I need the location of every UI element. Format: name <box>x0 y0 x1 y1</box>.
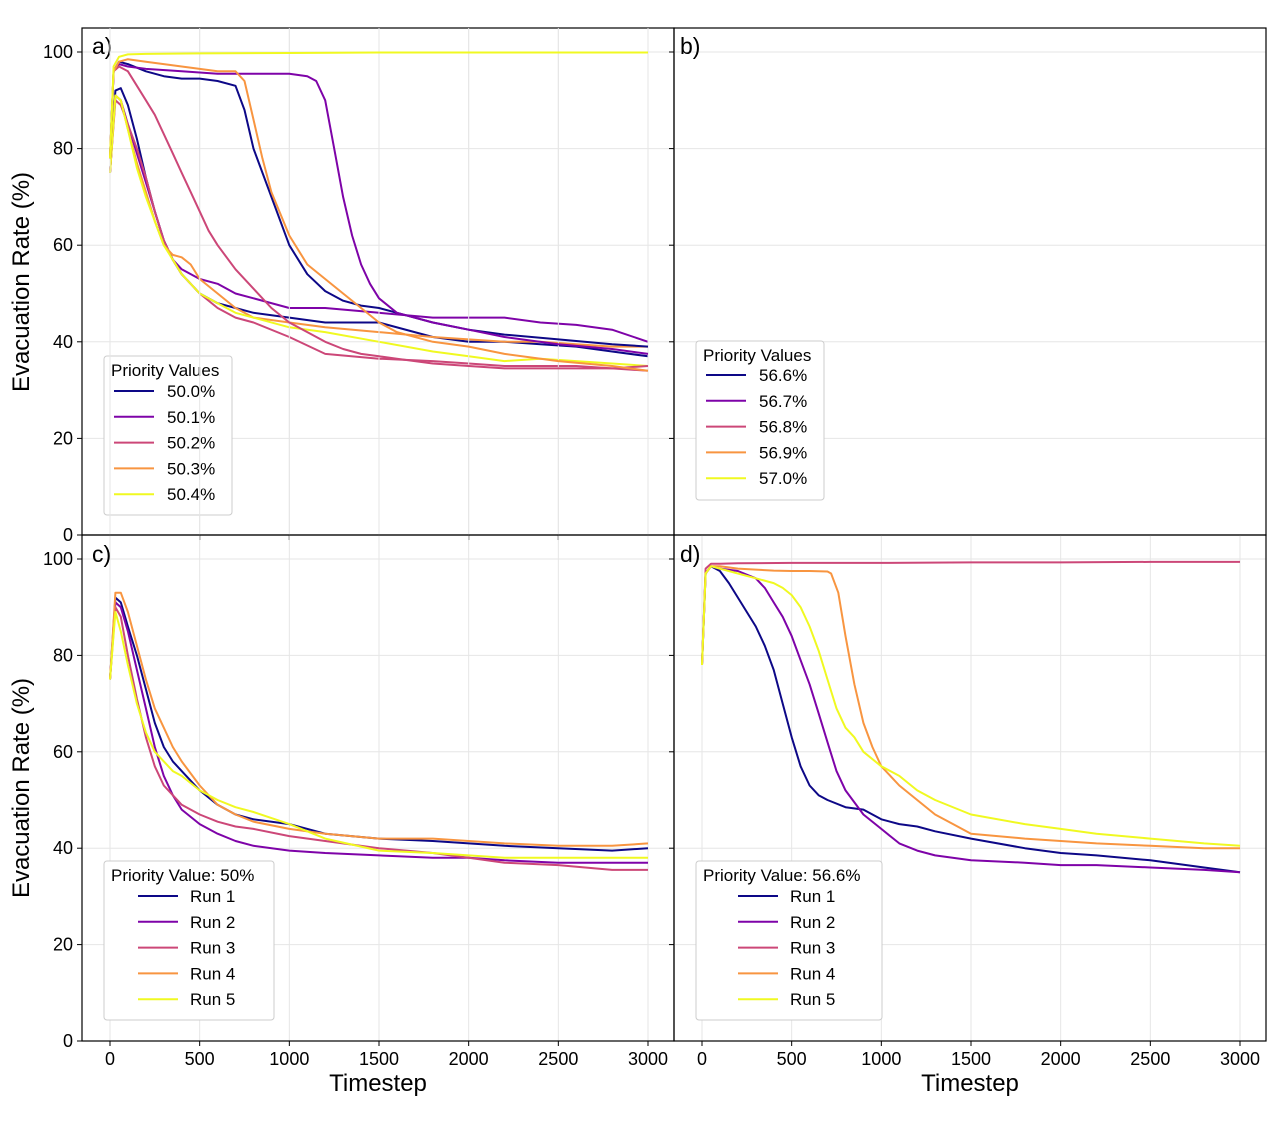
panel-a-ytick-20: 20 <box>53 428 73 448</box>
panel-a-ytick-80: 80 <box>53 139 73 159</box>
panel-b-series-57-0- <box>109 51 648 159</box>
panel-d-legend: Priority Value: 56.6% Run 1 Run 2 Run 3 Run… <box>695 860 883 1021</box>
panel-a-label: a) <box>92 33 112 59</box>
panel-c-ytick-20: 20 <box>53 935 73 955</box>
panel-d-xlabel: Timestep <box>921 1070 1019 1097</box>
panel-a-ytick-40: 40 <box>53 332 73 352</box>
panel-c-xtick-2000: 2000 <box>449 1049 489 1069</box>
panel-a-ticks: 0 20 40 60 80 100 <box>43 27 675 545</box>
panel-d-label: d) <box>680 541 700 567</box>
panel-c-xtick-500: 500 <box>185 1049 215 1069</box>
panel-b-legend-label-4: 56.9% <box>759 443 807 462</box>
panel-a-series <box>109 87 649 372</box>
panel-b-series-56-8- <box>109 65 649 370</box>
panel-c-xtick-1000: 1000 <box>269 1049 309 1069</box>
panel-d-series-run-4 <box>701 565 1240 850</box>
panel-d-legend-title: Priority Value: 56.6% <box>703 866 860 885</box>
panel-c-legend: Priority Value: 50% Run 1 Run 2 Run 3 Run 4… <box>103 860 275 1021</box>
panel-d-legend-label-3: Run 3 <box>790 939 835 958</box>
panel-d-frame <box>673 534 1267 1042</box>
panel-d-legend-label-1: Run 1 <box>790 887 835 906</box>
panel-d-xtick-2000: 2000 <box>1041 1049 1081 1069</box>
panel-a: 0 20 40 60 80 100 a) Evacuation Rate (%) Prio… <box>8 27 675 545</box>
panel-a-ytick-100: 100 <box>43 42 73 62</box>
panel-c-series-run-4 <box>109 591 649 847</box>
panel-a-ytick-0: 0 <box>63 525 73 545</box>
panel-b-ticks <box>109 27 1267 540</box>
panel-b-legend: Priority Values 56.6% 56.7% 56.8% 56.9% 57.0… <box>695 340 825 501</box>
panel-d-legend-box <box>695 860 883 1021</box>
panel-c-ytick-40: 40 <box>53 838 73 858</box>
panel-b-legend-label-3: 56.8% <box>759 418 807 437</box>
panel-c-xlabel: Timestep <box>329 1070 427 1097</box>
panel-c-xtick-0: 0 <box>105 1049 115 1069</box>
panel-d-legend-label-5: Run 5 <box>790 990 835 1009</box>
panel-c-legend-label-2: Run 2 <box>190 913 235 932</box>
panel-b-series-56-7- <box>109 63 649 355</box>
panel-a-legend: Priority Values 50.0% 50.1% 50.2% 50.3% 50.4… <box>103 355 233 516</box>
panel-d-xtick-3000: 3000 <box>1220 1049 1260 1069</box>
panel-b-legend-label-2: 56.7% <box>759 392 807 411</box>
panel-d-legend-label-2: Run 2 <box>790 913 835 932</box>
panel-c-ytick-0: 0 <box>63 1031 73 1051</box>
panel-a-series-50-1- <box>109 94 649 343</box>
panel-c-series <box>109 591 649 871</box>
panel-c-legend-label-5: Run 5 <box>190 990 235 1009</box>
panel-c-xtick-1500: 1500 <box>359 1049 399 1069</box>
panel-a-series-50-4- <box>109 94 649 367</box>
panel-b-legend-box <box>695 340 825 501</box>
panel-a-series-50-2- <box>109 99 649 372</box>
panel-d-xtick-1500: 1500 <box>951 1049 991 1069</box>
panel-d-series <box>701 560 1241 874</box>
panel-a-ylabel: Evacuation Rate (%) <box>8 172 35 392</box>
panel-d-xtick-2500: 2500 <box>1130 1049 1170 1069</box>
panel-a-legend-label-3: 50.2% <box>167 434 215 453</box>
panel-b-legend-title: Priority Values <box>703 346 811 365</box>
panel-b: b) Priority Values 56.6% 56.7% 56.8% 56.9% 5… <box>109 27 1267 540</box>
panel-b-label: b) <box>680 33 700 59</box>
panel-d-xtick-0: 0 <box>697 1049 707 1069</box>
panel-b-grid <box>109 28 1266 536</box>
panel-c-series-run-5 <box>109 611 648 859</box>
panel-d-legend-label-4: Run 4 <box>790 964 835 983</box>
panel-c-legend-label-3: Run 3 <box>190 939 235 958</box>
panel-d-series-run-5 <box>701 565 1241 847</box>
panel-a-legend-title: Priority Values <box>111 361 219 380</box>
panel-c-xtick-3000: 3000 <box>628 1049 668 1069</box>
panel-c-legend-box <box>103 860 275 1021</box>
panel-b-series <box>109 51 649 372</box>
panel-d-xtick-1000: 1000 <box>861 1049 901 1069</box>
panel-d-series-run-1 <box>701 565 1241 874</box>
panel-c-xtick-2500: 2500 <box>538 1049 578 1069</box>
panel-c-label: c) <box>92 541 111 567</box>
panel-b-legend-label-1: 56.6% <box>759 366 807 385</box>
panel-a-ytick-60: 60 <box>53 235 73 255</box>
panel-a-legend-label-2: 50.1% <box>167 408 215 427</box>
panel-a-legend-label-1: 50.0% <box>167 382 215 401</box>
panel-a-legend-label-4: 50.3% <box>167 459 215 478</box>
panel-d-series-run-3 <box>701 560 1240 666</box>
panel-d-series-run-2 <box>701 565 1241 874</box>
panel-c-legend-label-4: Run 4 <box>190 964 235 983</box>
panel-c-ylabel: Evacuation Rate (%) <box>8 678 35 898</box>
panel-d: 0 500 1000 1500 2000 2500 3000 d) Timestep Pri… <box>669 534 1267 1097</box>
panel-c-ytick-60: 60 <box>53 742 73 762</box>
panel-c-ytick-80: 80 <box>53 645 73 665</box>
panel-c-grid <box>82 535 674 1042</box>
panel-c-legend-title: Priority Value: 50% <box>111 866 254 885</box>
panel-c-ytick-100: 100 <box>43 549 73 569</box>
panel-a-series-50-3- <box>109 94 648 348</box>
panel-b-series-56-9- <box>109 58 649 372</box>
panel-c-legend-label-1: Run 1 <box>190 887 235 906</box>
panel-d-ticks: 0 500 1000 1500 2000 2500 3000 <box>669 534 1267 1069</box>
panel-a-legend-label-5: 50.4% <box>167 485 215 504</box>
panel-c-series-run-3 <box>109 606 648 871</box>
panel-d-xtick-500: 500 <box>777 1049 807 1069</box>
panel-b-legend-label-5: 57.0% <box>759 469 807 488</box>
